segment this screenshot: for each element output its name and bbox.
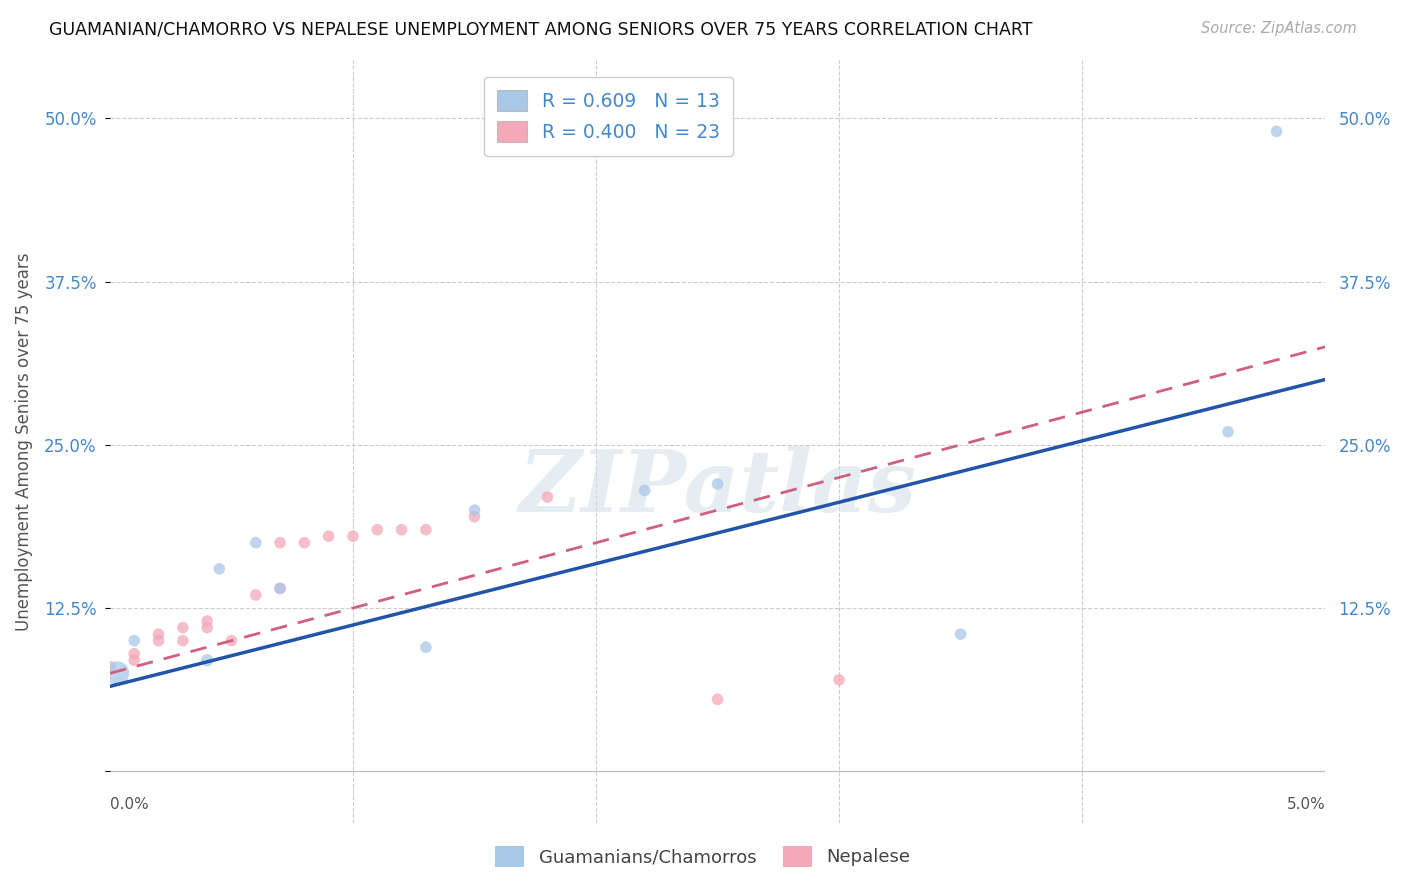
Point bbox=[269, 535, 291, 549]
Y-axis label: Unemployment Among Seniors over 75 years: Unemployment Among Seniors over 75 years bbox=[15, 252, 32, 631]
Text: GUAMANIAN/CHAMORRO VS NEPALESE UNEMPLOYMENT AMONG SENIORS OVER 75 YEARS CORRELAT: GUAMANIAN/CHAMORRO VS NEPALESE UNEMPLOYM… bbox=[49, 21, 1033, 38]
Point bbox=[105, 666, 128, 681]
Point bbox=[122, 647, 145, 661]
Legend: Guamanians/Chamorros, Nepalese: Guamanians/Chamorros, Nepalese bbox=[488, 838, 918, 874]
Point bbox=[172, 621, 194, 635]
Point bbox=[391, 523, 413, 537]
Point bbox=[415, 523, 437, 537]
Text: Source: ZipAtlas.com: Source: ZipAtlas.com bbox=[1201, 21, 1357, 36]
Point bbox=[122, 653, 145, 667]
Point bbox=[1216, 425, 1239, 439]
Text: 5.0%: 5.0% bbox=[1286, 797, 1326, 813]
Point bbox=[98, 660, 121, 674]
Point bbox=[172, 633, 194, 648]
Point bbox=[292, 535, 315, 549]
Text: ZIPatlas: ZIPatlas bbox=[519, 446, 917, 529]
Point bbox=[342, 529, 364, 543]
Point bbox=[195, 653, 218, 667]
Point bbox=[148, 633, 170, 648]
Point bbox=[949, 627, 972, 641]
Legend: R = 0.609   N = 13, R = 0.400   N = 23: R = 0.609 N = 13, R = 0.400 N = 23 bbox=[484, 77, 733, 155]
Point bbox=[706, 477, 728, 491]
Text: 0.0%: 0.0% bbox=[110, 797, 149, 813]
Point bbox=[318, 529, 340, 543]
Point bbox=[269, 582, 291, 596]
Point bbox=[245, 535, 267, 549]
Point bbox=[148, 627, 170, 641]
Point bbox=[463, 509, 485, 524]
Point bbox=[463, 503, 485, 517]
Point bbox=[245, 588, 267, 602]
Point bbox=[706, 692, 728, 706]
Point bbox=[195, 614, 218, 628]
Point bbox=[208, 562, 231, 576]
Point bbox=[221, 633, 243, 648]
Point bbox=[1265, 124, 1288, 138]
Point bbox=[269, 582, 291, 596]
Point bbox=[415, 640, 437, 655]
Point bbox=[366, 523, 388, 537]
Point bbox=[536, 490, 558, 504]
Point bbox=[195, 621, 218, 635]
Point bbox=[122, 633, 145, 648]
Point bbox=[633, 483, 655, 498]
Point bbox=[828, 673, 851, 687]
